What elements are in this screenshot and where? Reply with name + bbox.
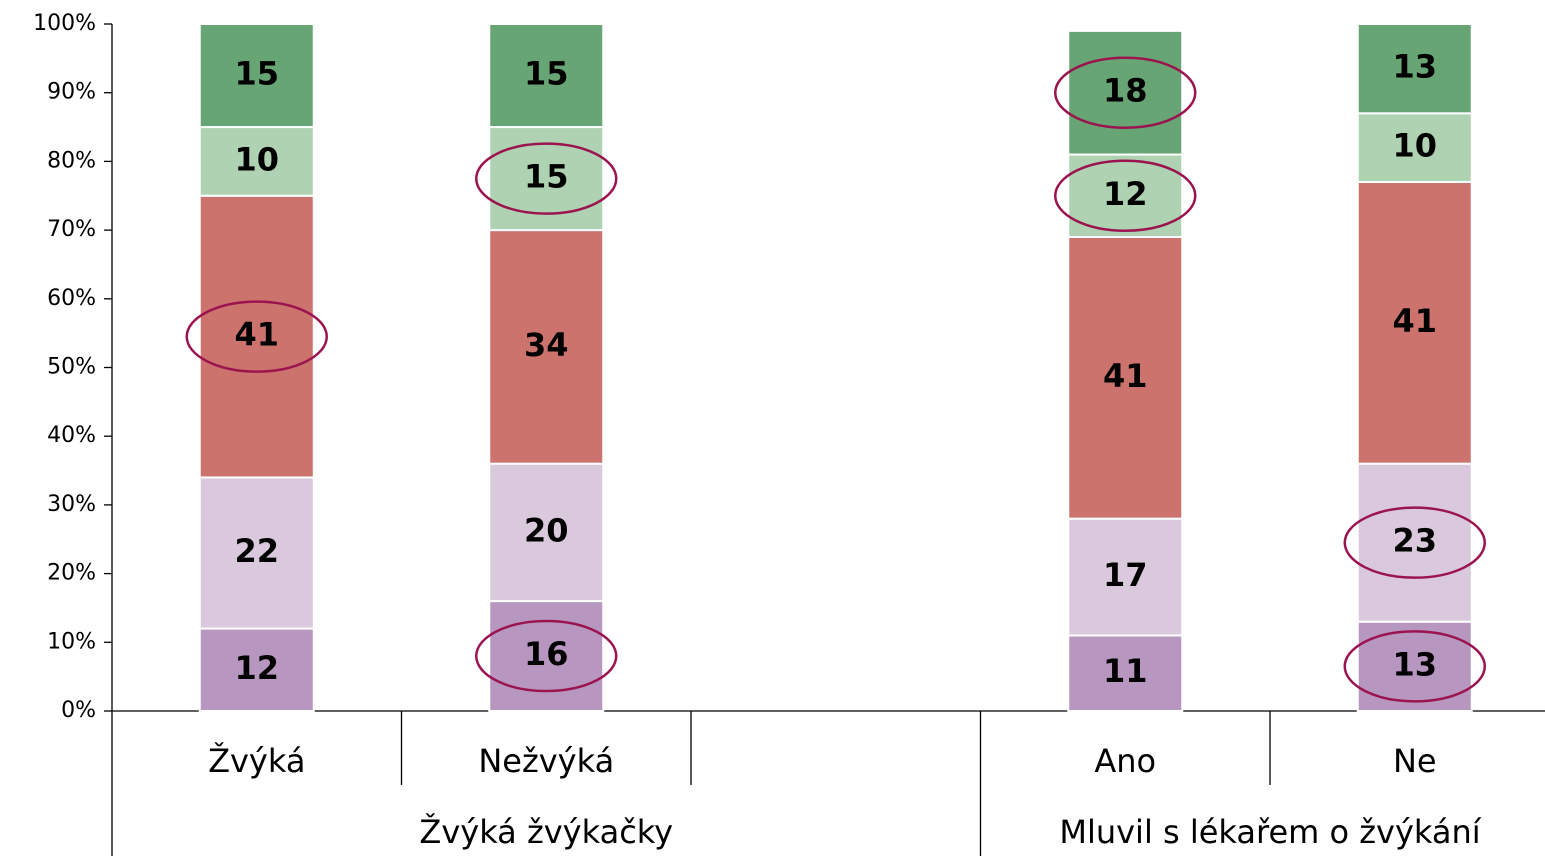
- data-label: 10: [234, 140, 279, 178]
- bar-segment: [1356, 23, 1473, 115]
- data-label: 34: [524, 326, 569, 364]
- bar-segment: [1356, 462, 1473, 623]
- data-label: 12: [1103, 175, 1148, 213]
- data-label: 15: [524, 55, 569, 93]
- x-tick-label: Ne: [1393, 742, 1437, 780]
- y-tick-label: 40%: [47, 423, 96, 448]
- bar-segment: [488, 229, 605, 465]
- x-tick-label: Žvýká: [208, 742, 305, 780]
- bar-segment: [198, 627, 315, 712]
- data-label: 17: [1103, 556, 1148, 594]
- data-label: 13: [1392, 48, 1437, 86]
- highlight-ring: [1343, 630, 1486, 703]
- group-label: Mluvil s lékařem o žvýkání: [1059, 813, 1481, 851]
- highlight-ring: [475, 142, 618, 215]
- data-label: 10: [1392, 127, 1437, 165]
- x-tick-label: Ano: [1094, 742, 1156, 780]
- bar-segment: [488, 462, 605, 603]
- y-tick-label: 50%: [47, 355, 96, 380]
- highlight-ring: [1054, 56, 1197, 129]
- data-label: 15: [524, 158, 569, 196]
- y-tick-label: 0%: [61, 698, 96, 723]
- y-tick-label: 70%: [47, 217, 96, 242]
- y-tick-label: 30%: [47, 492, 96, 517]
- bar-segment: [488, 23, 605, 129]
- bar-segment: [198, 194, 315, 479]
- data-label: 12: [234, 649, 279, 687]
- data-label: 13: [1392, 645, 1437, 683]
- y-tick-label: 10%: [47, 629, 96, 654]
- bar-segment: [1067, 29, 1184, 156]
- data-label: 20: [524, 511, 569, 549]
- bar-segment: [1067, 153, 1184, 238]
- data-label: 22: [234, 532, 279, 570]
- y-tick-label: 80%: [47, 148, 96, 173]
- data-label: 18: [1103, 72, 1148, 110]
- highlight-ring: [1054, 159, 1197, 232]
- bar-segment: [1356, 112, 1473, 184]
- y-tick-label: 20%: [47, 561, 96, 586]
- highlight-ring: [475, 619, 618, 693]
- data-label: 23: [1392, 522, 1437, 560]
- data-label: 15: [234, 55, 279, 93]
- y-tick-label: 100%: [33, 11, 96, 36]
- data-label: 41: [234, 316, 279, 354]
- data-label: 11: [1103, 652, 1148, 690]
- highlight-ring: [1343, 506, 1486, 579]
- bar-segment: [198, 126, 315, 197]
- x-tick-label: Nežvýká: [478, 742, 614, 780]
- y-tick-label: 90%: [47, 80, 96, 105]
- y-tick-label: 60%: [47, 286, 96, 311]
- bar-segment: [488, 600, 605, 713]
- bar-segment: [198, 476, 315, 630]
- data-label: 41: [1392, 302, 1437, 340]
- group-label: Žvýká žvýkačky: [419, 813, 673, 851]
- bar-segment: [1356, 181, 1473, 465]
- data-label: 41: [1103, 357, 1148, 395]
- bar-segment: [198, 23, 315, 129]
- highlight-ring: [185, 300, 328, 373]
- data-label: 16: [524, 635, 569, 673]
